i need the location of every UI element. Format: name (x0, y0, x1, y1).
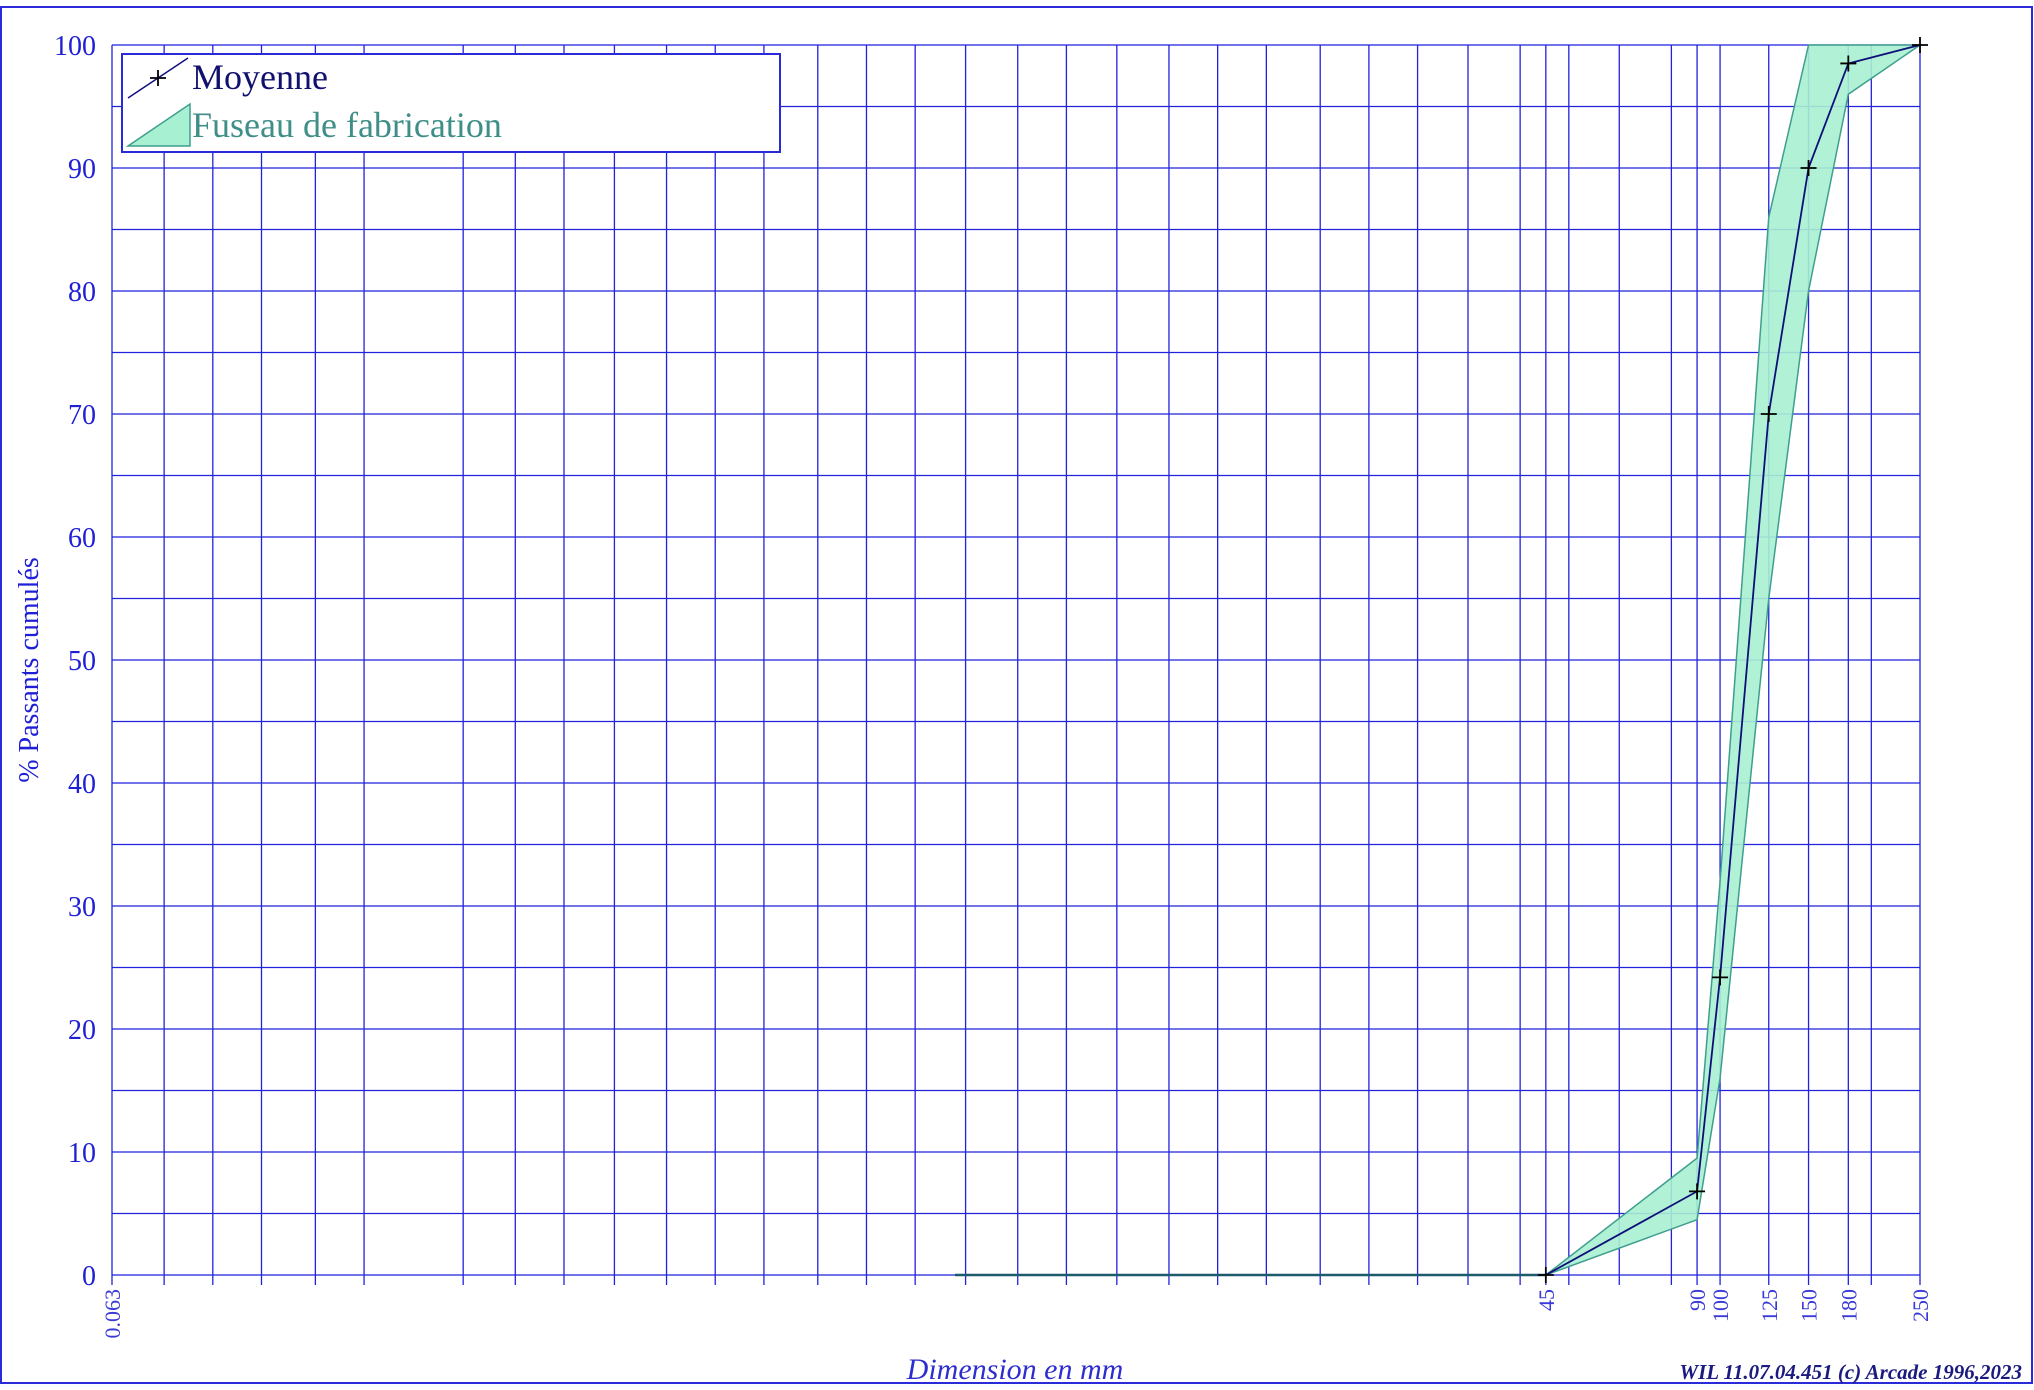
y-tick-label: 90 (68, 154, 96, 185)
y-tick-label: 0 (82, 1261, 96, 1292)
software-credit: WIL 11.07.04.451 (c) Arcade 1996,2023 (1679, 1360, 2022, 1384)
y-axis-label: % Passants cumulés (14, 557, 45, 783)
outer-border (0, 6, 2033, 1384)
line-layer (954, 37, 1928, 1283)
y-tick-labels: 0 10 20 30 40 50 60 70 80 90 100 (54, 31, 96, 1292)
x-axis-label: Dimension en mm (906, 1353, 1124, 1385)
moyenne-point (1689, 1183, 1706, 1200)
legend-label-moyenne: Moyenne (192, 57, 328, 97)
grid (111, 44, 1921, 1285)
legend-plus-marker (150, 70, 166, 86)
moyenne-point (1760, 406, 1777, 422)
x-tick-label: 0.063 (100, 1289, 125, 1339)
legend-box (121, 53, 781, 153)
x-tick-label: 90 (1685, 1289, 1710, 1311)
legend-label-fuseau: Fuseau de fabrication (192, 105, 502, 145)
moyenne-point (1840, 55, 1857, 72)
y-tick-label: 20 (68, 1015, 96, 1046)
x-tick-label: 45 (1534, 1289, 1559, 1311)
y-tick-label: 30 (68, 892, 96, 923)
x-tick-label: 250 (1908, 1289, 1933, 1322)
y-tick-label: 80 (68, 277, 96, 308)
moyenne-point (1537, 1267, 1554, 1283)
x-tick-label: 150 (1797, 1289, 1822, 1322)
x-tick-label: 125 (1757, 1289, 1782, 1322)
y-tick-label: 100 (54, 31, 96, 62)
moyenne-point (1800, 160, 1817, 176)
y-tick-label: 10 (68, 1138, 96, 1169)
y-tick-label: 70 (68, 400, 96, 431)
x-tick-label: 100 (1708, 1289, 1733, 1322)
y-tick-label: 50 (68, 646, 96, 677)
y-tick-label: 40 (68, 769, 96, 800)
legend-band-swatch (125, 102, 191, 147)
legend: Moyenne Fuseau de fabrication (121, 53, 781, 153)
x-tick-label: 180 (1836, 1289, 1861, 1322)
moyenne-point (1712, 969, 1729, 986)
y-tick-label: 60 (68, 523, 96, 554)
moyenne-point (1912, 37, 1928, 53)
